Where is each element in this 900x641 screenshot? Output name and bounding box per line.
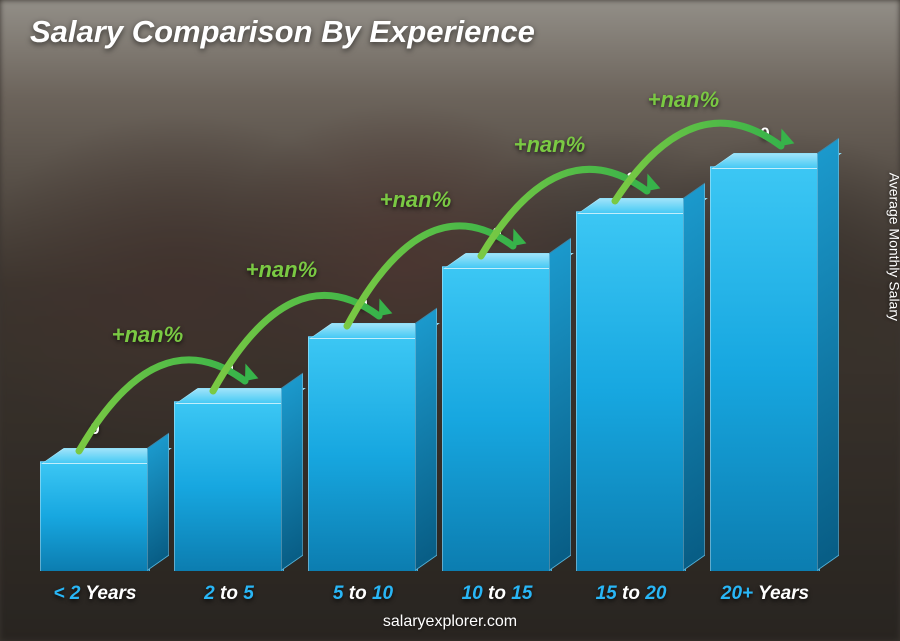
bar-wrap: 05 to 10 [308,336,418,571]
growth-label: +nan% [514,132,586,158]
bar [576,211,686,571]
growth-label: +nan% [648,87,720,113]
y-axis-label: Average Monthly Salary [886,172,900,320]
chart-title: Salary Comparison By Experience [30,14,535,50]
bar [710,166,820,571]
growth-label: +nan% [380,187,452,213]
bar [174,401,284,571]
bar-wrap: 020+ Years [710,166,820,571]
bar-wrap: 0< 2 Years [40,461,150,571]
salary-bar-chart: 0< 2 Years02 to 505 to 10010 to 15015 to… [40,70,850,571]
bar-value: 0 [358,294,367,314]
bar [442,266,552,571]
chart-container: Salary Comparison By Experience Average … [0,0,900,641]
bar-label: 10 to 15 [462,583,533,605]
bar-value: 0 [90,419,99,439]
bar-label: < 2 Years [54,583,137,605]
bar-value: 0 [626,169,635,189]
growth-label: +nan% [112,322,184,348]
bar-value: 0 [224,359,233,379]
bar [40,461,150,571]
bar-label: 5 to 10 [333,583,393,605]
bar [308,336,418,571]
bar-label: 20+ Years [721,583,809,605]
bar-wrap: 010 to 15 [442,266,552,571]
bar-wrap: 015 to 20 [576,211,686,571]
bar-value: 0 [492,224,501,244]
footer-attribution: salaryexplorer.com [0,613,900,631]
bar-label: 15 to 20 [596,583,667,605]
growth-label: +nan% [246,257,318,283]
bar-label: 2 to 5 [204,583,254,605]
bar-wrap: 02 to 5 [174,401,284,571]
bar-value: 0 [760,124,769,144]
